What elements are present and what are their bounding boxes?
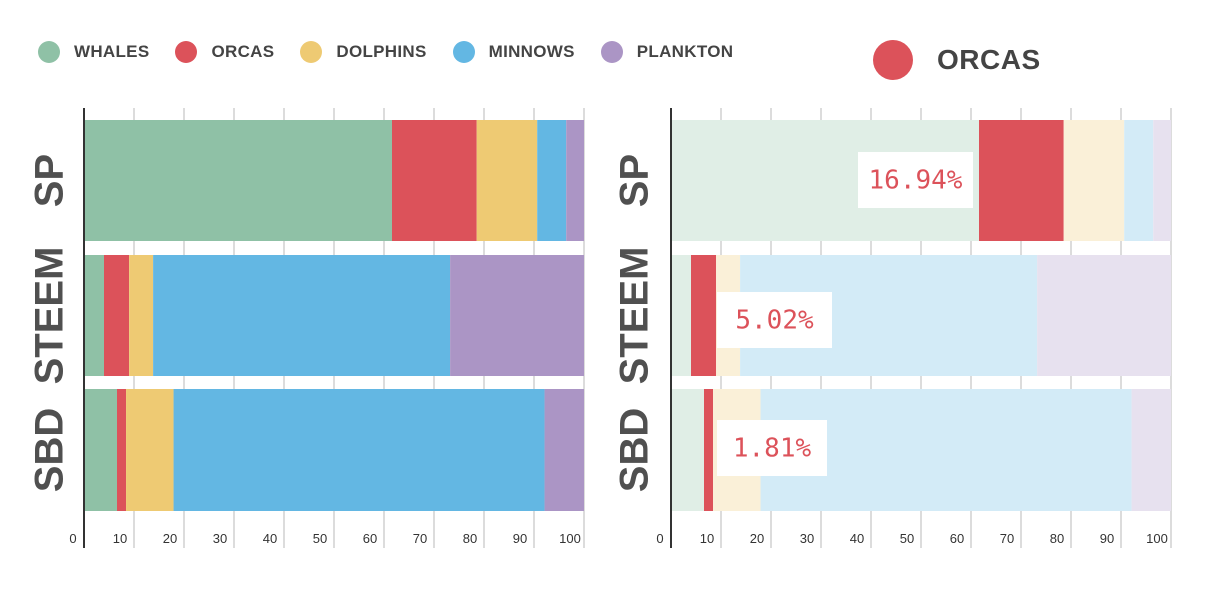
category-label-steem: STEEM [613,247,657,385]
bar-segment-whales-steem [671,255,691,376]
x-tick-label: 10 [700,531,714,546]
x-tick-label: 50 [900,531,914,546]
bar-segment-plankton-sp [1153,120,1171,241]
x-tick-label: 20 [750,531,764,546]
bar-segment-whales-steem [84,255,104,376]
legend-swatch-plankton [600,41,623,63]
callout-value: 1.81% [733,434,812,464]
bar-segment-minnows-steem [153,255,451,376]
callout-2: 5.02% [717,292,832,348]
x-tick-label: 90 [1100,531,1114,546]
bar-segment-plankton-steem [1037,255,1171,376]
bar-segment-plankton-sbd [1131,389,1171,511]
x-tick-label: 10 [113,531,127,546]
legend-label-orcas: ORCAS [211,42,275,61]
x-tick-label: 30 [800,531,814,546]
bar-segment-orcas-sp [392,120,477,241]
bar-segment-whales-sbd [84,389,117,511]
chart-panel-2: SP STEEM SBD 0 10 20 30 40 50 60 70 80 90 100 16.94% 5.… [613,108,1172,548]
bar-segment-dolphins-sbd [126,389,174,511]
category-label-sbd: SBD [613,408,657,492]
bar-segment-plankton-sbd [544,389,584,511]
category-label-sp: SP [613,154,657,207]
legend: WHALES ORCAS DOLPHINS MINNOWS PLANKTON [38,40,759,64]
callout-box [717,420,827,476]
x-tick-label: 100 [1146,531,1168,546]
focus-legend-label: ORCAS [937,44,1041,75]
legend-swatch-orcas [175,41,198,63]
legend-label-dolphins: DOLPHINS [336,42,427,61]
bar-segment-dolphins-sp [1063,120,1125,241]
bar-segment-dolphins-sp [476,120,538,241]
chart-panel-1: SP STEEM SBD 0 10 20 30 40 50 60 70 80 90 100 [28,108,585,548]
focus-swatch [873,40,913,80]
x-tick-label: 70 [413,531,427,546]
legend-label-whales: WHALES [74,42,150,61]
bar-segment-plankton-sp [566,120,584,241]
bar-segment-orcas-sp [979,120,1064,241]
x-tick-label: 20 [163,531,177,546]
bar-segment-orcas-steem [691,255,717,376]
category-label-steem: STEEM [28,247,72,385]
x-tick-label: 50 [313,531,327,546]
legend-item-plankton: PLANKTON [600,41,734,63]
x-tick-label: 70 [1000,531,1014,546]
legend-item-dolphins: DOLPHINS [300,41,426,63]
callout-box [858,152,973,208]
callout-1: 16.94% [858,152,973,208]
x-tick-label: 80 [463,531,477,546]
legend-label-minnows: MINNOWS [488,42,575,61]
x-tick-label: 0 [69,531,76,546]
x-tick-label: 30 [213,531,227,546]
bar-segment-dolphins-steem [129,255,154,376]
category-label-sbd: SBD [28,408,72,492]
bar-segment-orcas-steem [104,255,130,376]
bar-segment-minnows-sp [537,120,567,241]
legend-item-whales: WHALES [38,41,149,63]
legend-label-plankton: PLANKTON [636,42,734,61]
legend-swatch-dolphins [300,41,323,63]
bar-segment-whales-sp [84,120,392,241]
bar-segment-orcas-sbd [704,389,714,511]
callout-value: 16.94% [869,166,963,196]
x-tick-label: 40 [850,531,864,546]
x-tick-label: 80 [1050,531,1064,546]
callout-value: 5.02% [735,306,814,336]
bar-segment-plankton-steem [450,255,584,376]
bar-segment-minnows-sp [1124,120,1154,241]
x-tick-label: 40 [263,531,277,546]
bar-segment-minnows-sbd [173,389,545,511]
x-tick-label: 60 [950,531,964,546]
x-tick-label: 100 [559,531,581,546]
bar-segment-orcas-sbd [117,389,127,511]
bar-segment-whales-sbd [671,389,704,511]
legend-swatch-minnows [452,41,475,63]
callout-box [717,292,832,348]
legend-item-minnows: MINNOWS [452,41,575,63]
focus-legend: ORCAS [873,40,1041,80]
x-tick-label: 60 [363,531,377,546]
legend-swatch-whales [38,41,60,63]
category-label-sp: SP [28,154,72,207]
legend-item-orcas: ORCAS [175,41,274,63]
x-tick-label: 90 [513,531,527,546]
callout-3: 1.81% [717,420,827,476]
x-tick-label: 0 [656,531,663,546]
